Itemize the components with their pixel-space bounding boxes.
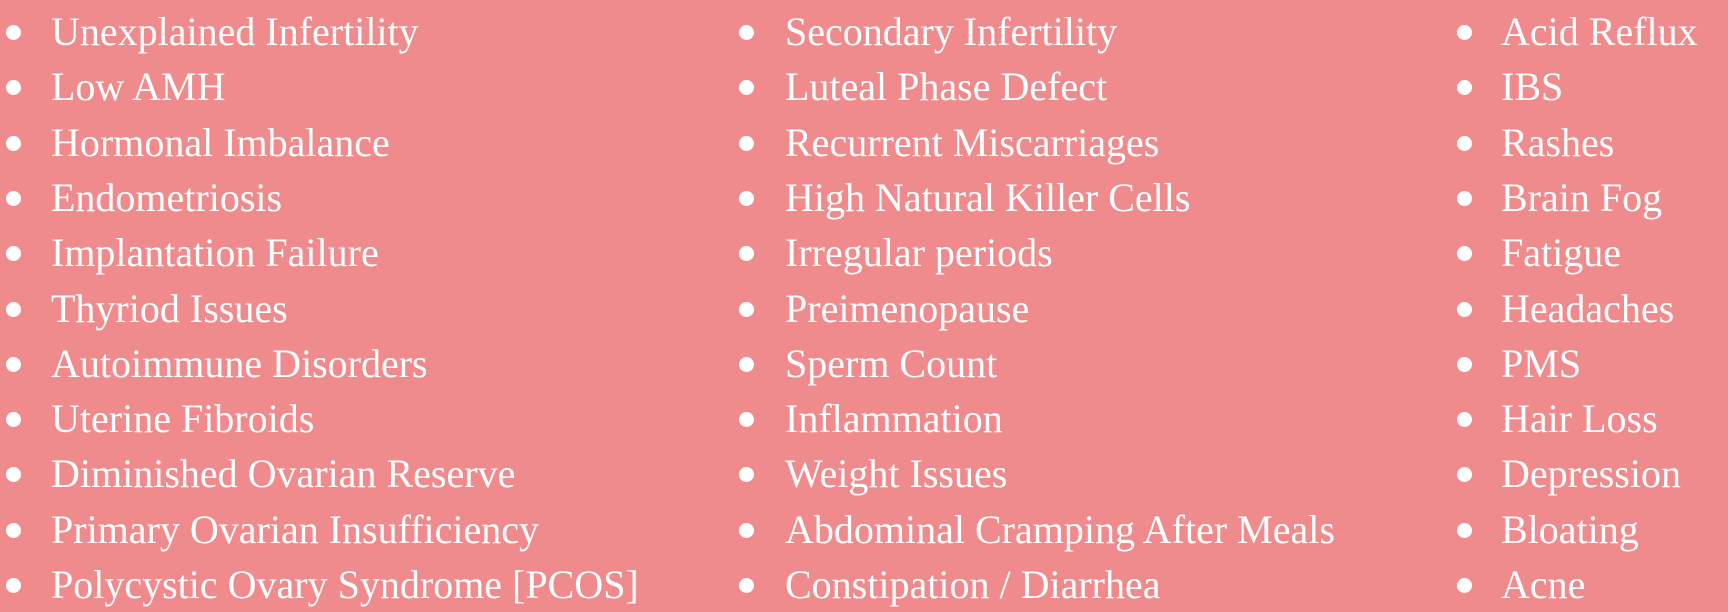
list-item-label: Irregular periods	[785, 230, 1053, 276]
list-item-label: High Natural Killer Cells	[785, 174, 1191, 220]
list-item-label: Thyriod Issues	[51, 285, 288, 331]
bullet-icon	[1457, 80, 1472, 96]
bullet-icon	[6, 412, 21, 428]
list-item-label: Headaches	[1501, 285, 1675, 331]
list-item-label: Polycystic Ovary Syndrome [PCOS]	[51, 562, 639, 607]
bullet-icon	[739, 190, 754, 206]
list-item-label: Autoimmune Disorders	[51, 340, 428, 386]
list-item-label: Hormonal Imbalance	[51, 119, 390, 165]
bullet-icon	[739, 25, 754, 40]
bullet-icon	[1457, 356, 1472, 372]
list-item-label: IBS	[1501, 64, 1564, 110]
bullet-icon	[739, 80, 754, 96]
list-item-label: Rashes	[1501, 119, 1615, 165]
list-item-label: Primary Ovarian Insufficiency	[51, 506, 539, 552]
list-item-label: Low AMH	[51, 64, 226, 110]
list-item-label: Implantation Failure	[51, 230, 379, 276]
list-item-label: Bloating	[1501, 506, 1639, 552]
bullet-icon	[739, 356, 754, 372]
list-item-label: Abdominal Cramping After Meals	[785, 506, 1335, 552]
bullet-icon	[739, 467, 754, 483]
bullet-icon	[739, 578, 754, 593]
list-item-label: Depression	[1501, 451, 1681, 497]
list-item-label: Diminished Ovarian Reserve	[51, 451, 516, 497]
bullet-icon	[739, 135, 754, 151]
bullet-icon	[1457, 301, 1472, 317]
bullet-icon	[739, 301, 754, 317]
list-item-label: Brain Fog	[1501, 174, 1663, 220]
bullet-icon	[6, 356, 21, 372]
bullet-icon	[6, 190, 21, 206]
list-item-label: PMS	[1501, 340, 1582, 386]
bullet-icon	[6, 467, 21, 483]
list-item-label: Unexplained Infertility	[51, 9, 419, 54]
bullet-icon	[6, 578, 21, 593]
bullet-icon	[739, 412, 754, 428]
bullet-icon	[6, 25, 21, 40]
list-item-label: Weight Issues	[785, 451, 1008, 497]
list-item-label: Preimenopause	[785, 285, 1030, 331]
bullet-icon	[1457, 467, 1472, 483]
list-item-label: Acne	[1501, 562, 1586, 607]
bullet-icon	[1457, 246, 1472, 262]
bullet-icon	[1457, 578, 1472, 593]
bullet-icon	[6, 80, 21, 96]
list-item-label: Fatigue	[1501, 230, 1621, 276]
bullet-icon	[1457, 135, 1472, 151]
bullet-icon	[1457, 412, 1472, 428]
list-item-label: Uterine Fibroids	[51, 396, 315, 442]
bullet-icon	[739, 522, 754, 538]
list-item-label: Hair Loss	[1501, 396, 1658, 442]
bullet-icon	[1457, 522, 1472, 538]
list-item-label: Luteal Phase Defect	[785, 64, 1108, 110]
list-item-label: Constipation / Diarrhea	[785, 562, 1161, 607]
list-item-label: Recurrent Miscarriages	[785, 119, 1160, 165]
bullet-icon	[739, 246, 754, 262]
bullet-icon	[1457, 190, 1472, 206]
bullet-icon	[1457, 25, 1472, 40]
bullet-icon	[6, 522, 21, 538]
list-item-label: Inflammation	[785, 396, 1003, 442]
list-item-label: Endometriosis	[51, 174, 283, 220]
list-item-label: Sperm Count	[785, 340, 998, 386]
list-item-label: Secondary Infertility	[785, 9, 1118, 54]
list-item-label: Acid Reflux	[1501, 9, 1698, 54]
bullet-icon	[6, 135, 21, 151]
bullet-icon	[6, 301, 21, 317]
bullet-icon	[6, 246, 21, 262]
